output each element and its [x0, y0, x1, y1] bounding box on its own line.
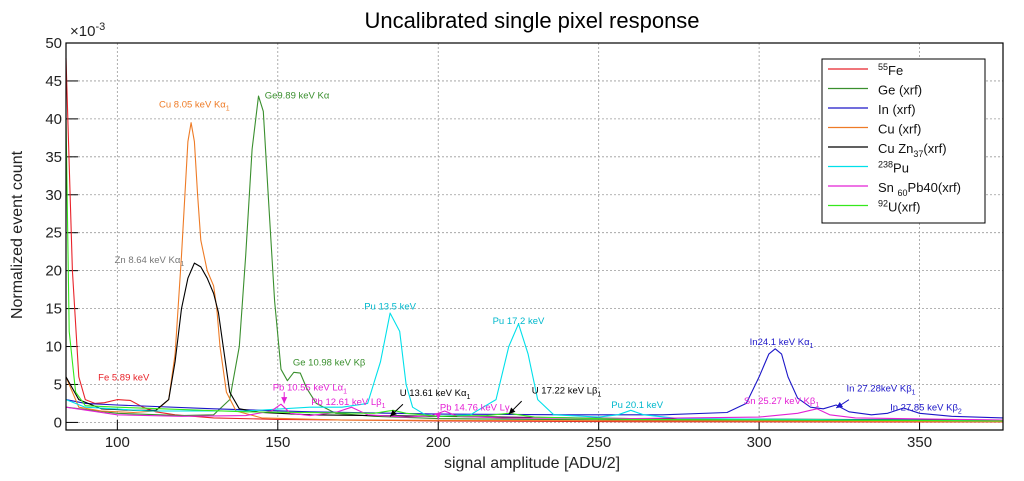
- legend-entry: In (xrf): [878, 102, 916, 117]
- peak-annotation: In 27.85 keV Kβ2: [890, 402, 962, 415]
- series-line: [65, 95, 1004, 422]
- x-tick-label: 350: [907, 434, 932, 451]
- annotation-arrowhead: [508, 407, 516, 415]
- peak-annotation: Ge 10.98 keV Kβ: [293, 358, 366, 369]
- y-tick-label: 25: [45, 225, 62, 242]
- plot-frame: [65, 42, 1004, 431]
- y-multiplier: ×10-3: [70, 21, 105, 40]
- series-line: [65, 312, 1004, 422]
- y-tick-label: 20: [45, 263, 62, 280]
- legend-box: [821, 58, 986, 224]
- peak-annotation: In24.1 keV Kα1: [750, 337, 814, 350]
- series-line: [65, 122, 1004, 423]
- legend-entry: Cu (xrf): [878, 122, 921, 137]
- peak-annotation: Zn 8.64 keV Kα1: [115, 255, 185, 268]
- peak-annotation: U 13.61 keV Kα1: [400, 388, 471, 401]
- y-axis-label: Normalized event count: [9, 150, 26, 319]
- series-lines: [65, 58, 1004, 423]
- y-tick-label: 35: [45, 149, 62, 166]
- peak-annotation: Pu 20.1 keV: [611, 400, 663, 411]
- legend-entry: Cu Zn37(xrf): [878, 141, 947, 159]
- x-tick-label: 200: [426, 434, 451, 451]
- y-tick-label: 15: [45, 301, 62, 318]
- annotation-arrowhead: [435, 413, 442, 420]
- y-tick-label: 50: [45, 35, 62, 52]
- x-tick-label: 250: [586, 434, 611, 451]
- annotations: Fe 5.89 keV Cu 8.05 keV Kα1 Ge9.89 keV Kα Z…: [98, 90, 962, 420]
- legend-entry: 238Pu: [878, 160, 909, 176]
- legend-entry: Sn 60Pb40(xrf): [878, 180, 961, 198]
- y-tick-label: 10: [45, 339, 62, 356]
- axis-ticks: 100 150 200 250 300 350 0 5 10 15 20 25 30 35 40 45 50: [45, 35, 932, 451]
- y-tick-label: 5: [54, 376, 62, 393]
- peak-annotation: Pb 10.55 keV Lα1: [273, 383, 347, 396]
- legend-entry: 92U(xrf): [878, 199, 921, 215]
- y-tick-label: 40: [45, 111, 62, 128]
- x-tick-label: 150: [265, 434, 290, 451]
- series-line: [65, 348, 1004, 419]
- annotation-arrowhead: [390, 409, 397, 417]
- legend-entry: 55Fe: [878, 62, 903, 78]
- annotation-arrowhead: [836, 402, 844, 408]
- y-tick-label: 0: [54, 414, 62, 431]
- peak-annotation: Cu 8.05 keV Kα1: [159, 100, 230, 113]
- chart-title: Uncalibrated single pixel response: [364, 8, 699, 33]
- x-tick-label: 300: [747, 434, 772, 451]
- peak-annotation: U 17.22 keV Lβ1: [532, 386, 602, 399]
- peak-annotation: Sn 25.27 keV Kβ1: [744, 396, 820, 409]
- peak-annotation: Pu 13.5 keV: [364, 301, 416, 312]
- peak-annotation: In 27.28keV Kβ1: [847, 383, 916, 396]
- peak-annotation: Pu 17.2 keV: [493, 316, 545, 327]
- legend-entry: Ge (xrf): [878, 83, 922, 98]
- x-tick-label: 100: [105, 434, 130, 451]
- peak-annotation: Pb 12.61 keV Lβ1: [311, 397, 385, 410]
- peak-annotation: Fe 5.89 keV: [98, 373, 150, 384]
- x-axis-label: signal amplitude [ADU/2]: [444, 455, 620, 472]
- y-tick-label: 30: [45, 187, 62, 204]
- annotation-arrowhead: [281, 397, 288, 404]
- legend: 55Fe Ge (xrf) In (xrf) Cu (xrf) Cu Zn37(xrf)…: [821, 58, 986, 224]
- y-tick-label: 45: [45, 73, 62, 90]
- series-line: [65, 118, 1004, 422]
- peak-annotation: Ge9.89 keV Kα: [265, 90, 330, 101]
